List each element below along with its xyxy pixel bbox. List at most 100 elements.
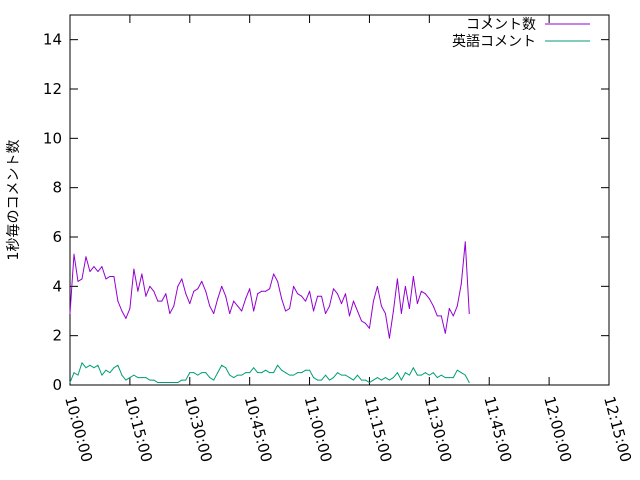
data-point (337, 293, 339, 295)
data-point (329, 305, 331, 307)
data-point (241, 310, 243, 312)
data-point (209, 377, 211, 379)
data-point (420, 374, 422, 376)
data-point (344, 374, 346, 376)
data-point (329, 379, 331, 381)
data-point (360, 379, 362, 381)
data-point (273, 372, 275, 374)
data-point (253, 367, 255, 369)
data-point (141, 273, 143, 275)
data-point (173, 382, 175, 384)
data-point (137, 290, 139, 292)
data-point (420, 290, 422, 292)
data-point (257, 293, 259, 295)
data-point (372, 300, 374, 302)
data-point (97, 271, 99, 273)
data-point (149, 285, 151, 287)
data-point (313, 310, 315, 312)
data-point (460, 372, 462, 374)
data-point (81, 362, 83, 364)
x-tick-label: 12:00:00 (540, 394, 575, 464)
data-point (165, 293, 167, 295)
data-point (325, 374, 327, 376)
data-point (169, 382, 171, 384)
data-point (201, 280, 203, 282)
data-point (69, 312, 71, 314)
data-point (301, 372, 303, 374)
data-point (265, 290, 267, 292)
data-point (253, 310, 255, 312)
data-point (416, 374, 418, 376)
data-point (153, 379, 155, 381)
data-point (273, 273, 275, 275)
data-point (388, 337, 390, 339)
data-point (205, 290, 207, 292)
x-tick-label: 11:45:00 (480, 394, 515, 464)
data-point (189, 372, 191, 374)
data-point (352, 300, 354, 302)
data-point (205, 372, 207, 374)
data-point (125, 379, 127, 381)
legend-label: 英語コメント (452, 33, 536, 50)
data-point (261, 372, 263, 374)
data-point (376, 377, 378, 379)
x-tick-label: 10:00:00 (61, 394, 96, 464)
data-point (404, 372, 406, 374)
series-0 (69, 241, 470, 339)
data-point (416, 303, 418, 305)
data-point (456, 369, 458, 371)
data-point (289, 374, 291, 376)
data-point (344, 293, 346, 295)
data-point (352, 379, 354, 381)
data-point (181, 278, 183, 280)
x-tick-label: 10:15:00 (121, 394, 156, 464)
data-point (217, 372, 219, 374)
data-point (185, 293, 187, 295)
data-point (109, 275, 111, 277)
y-tick-label: 4 (52, 277, 62, 295)
data-point (348, 315, 350, 317)
data-point (157, 382, 159, 384)
data-point (105, 278, 107, 280)
y-tick-label: 12 (43, 80, 62, 98)
data-point (101, 374, 103, 376)
plot-frame (69, 14, 610, 386)
data-point (117, 364, 119, 366)
data-point (468, 382, 470, 384)
data-point (89, 271, 91, 273)
data-point (424, 293, 426, 295)
data-point (133, 268, 135, 270)
data-point (293, 285, 295, 287)
data-point (209, 305, 211, 307)
data-point (440, 315, 442, 317)
data-point (337, 372, 339, 374)
y-tick-label: 6 (52, 228, 62, 246)
data-point (464, 374, 466, 376)
data-point (261, 290, 263, 292)
data-point (305, 369, 307, 371)
data-point (448, 308, 450, 310)
data-point (309, 290, 311, 292)
data-point (221, 364, 223, 366)
data-point (360, 320, 362, 322)
data-point (436, 377, 438, 379)
data-point (313, 377, 315, 379)
y-axis-ticks: 0 2 4 6 8 10 12 14 (43, 31, 609, 394)
data-point (181, 379, 183, 381)
data-point (177, 382, 179, 384)
data-point (113, 367, 115, 369)
data-point (277, 280, 279, 282)
series-1 (69, 362, 470, 384)
data-point (408, 374, 410, 376)
data-point (428, 374, 430, 376)
data-point (213, 379, 215, 381)
data-point (241, 374, 243, 376)
data-point (225, 295, 227, 297)
data-point (97, 364, 99, 366)
data-point (333, 377, 335, 379)
data-point (125, 317, 127, 319)
data-point (249, 372, 251, 374)
data-point (456, 305, 458, 307)
data-point (213, 312, 215, 314)
